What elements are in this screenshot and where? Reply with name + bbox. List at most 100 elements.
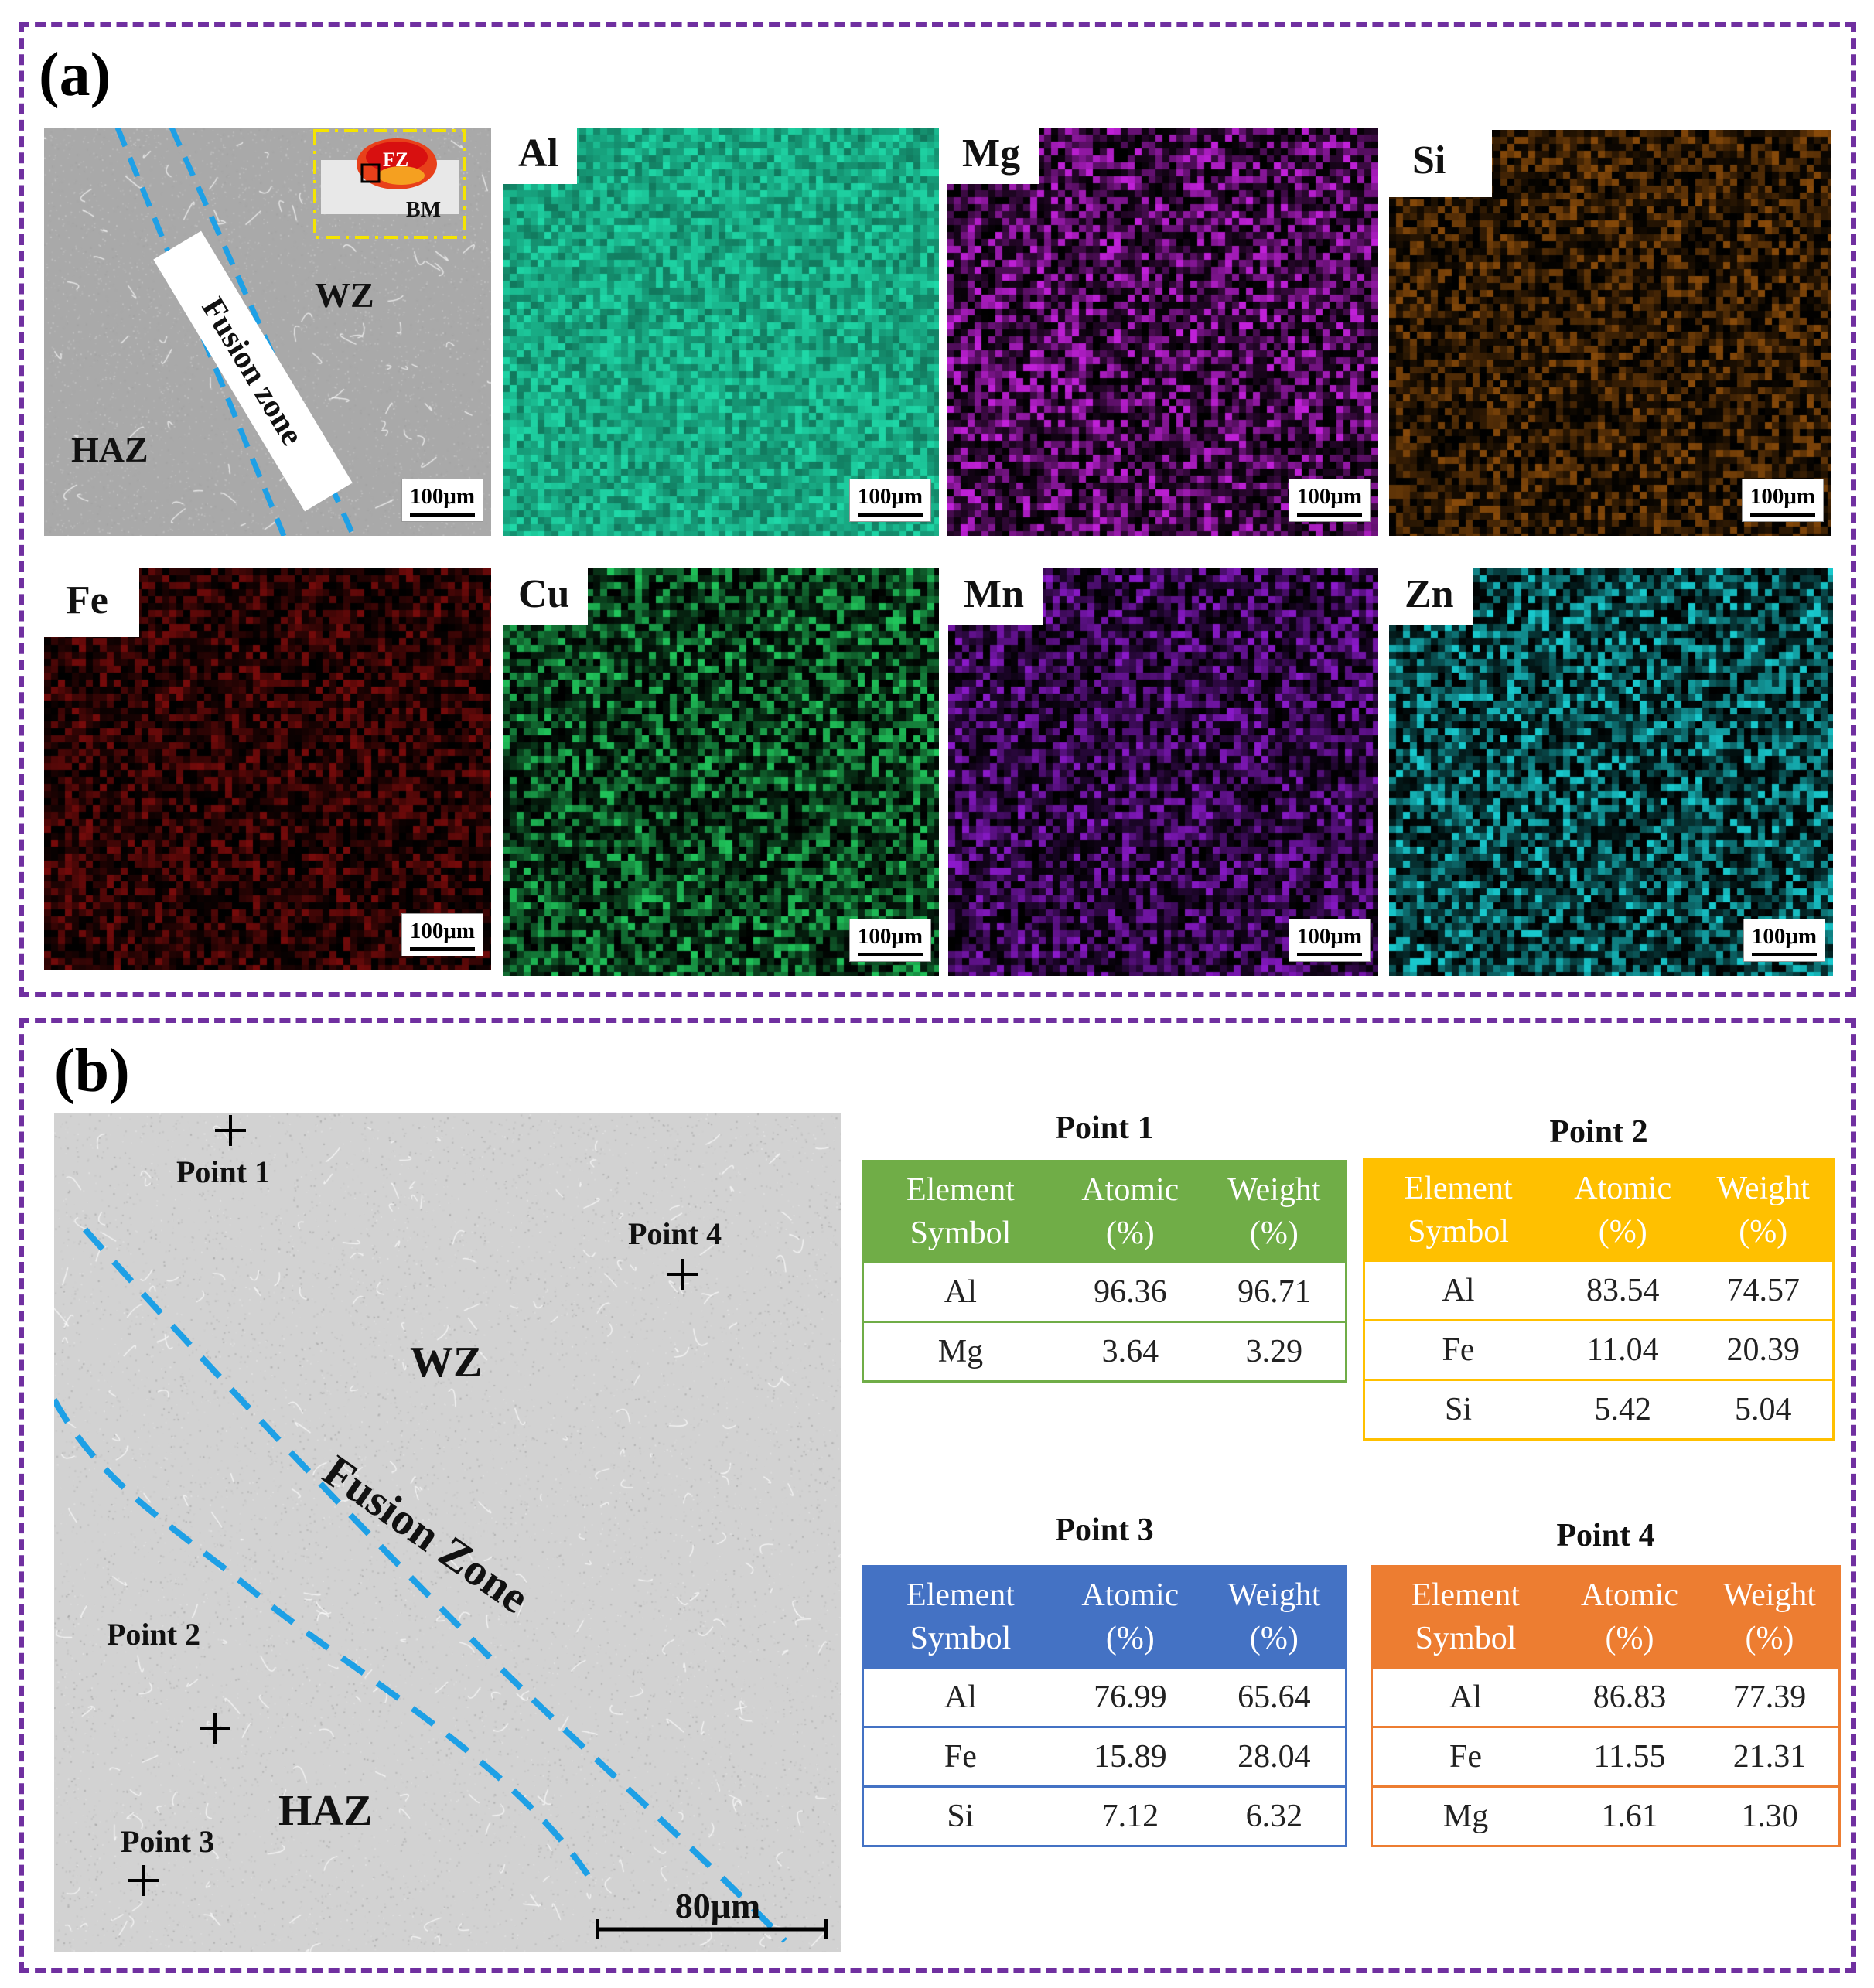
table-point-3: Element Symbol Atomic (%) Weight (%) Al 76.9… xyxy=(862,1565,1347,1847)
table-cell: 74.57 xyxy=(1726,1273,1800,1308)
table-cell: 11.04 xyxy=(1586,1332,1659,1368)
point-2-marker xyxy=(200,1713,230,1744)
fusion-zone-label-a: Fusion zone xyxy=(194,292,309,452)
map-al: Al 100μm xyxy=(503,128,939,536)
table-point-4-title: Point 4 xyxy=(1556,1518,1655,1553)
table-cell: 76.99 xyxy=(1094,1679,1167,1715)
haz-label-b: HAZ xyxy=(278,1787,373,1835)
point-4-label: Point 4 xyxy=(628,1216,722,1251)
table-cell: Al xyxy=(1442,1273,1475,1308)
table-row: Si 5.42 5.04 xyxy=(1364,1379,1834,1440)
table-row: Fe 11.55 21.31 xyxy=(1371,1727,1840,1787)
table-header-cell: Element Symbol xyxy=(862,1161,1057,1263)
scale-bar-a: 100μm xyxy=(401,479,483,522)
table-header-cell: Atomic (%) xyxy=(1056,1566,1203,1668)
panel-b-label: (b) xyxy=(54,1037,130,1105)
point-3-marker xyxy=(128,1865,159,1896)
table-row: Al 96.36 96.71 xyxy=(862,1262,1347,1322)
table-cell: 65.64 xyxy=(1237,1679,1311,1715)
sem-image-b: Fusion Zone 80μm WZ HAZ Point 1 Point 4 … xyxy=(54,1113,841,1952)
table-point-1-title: Point 1 xyxy=(1055,1110,1154,1146)
table-header-cell: Element Symbol xyxy=(862,1566,1057,1668)
table-point-2: Element Symbol Atomic (%) Weight (%) Al 83.5… xyxy=(1363,1158,1835,1441)
table-row: Mg 3.64 3.29 xyxy=(862,1321,1347,1382)
scale-bar-fe: 100μm xyxy=(401,913,483,956)
table-cell: Fe xyxy=(1449,1739,1483,1775)
scale-bar-si: 100μm xyxy=(1741,479,1824,522)
table-cell: 96.36 xyxy=(1094,1274,1167,1310)
inset-fz-label: FZ xyxy=(383,148,408,171)
wz-label-a: WZ xyxy=(315,275,374,315)
svg-text:80μm: 80μm xyxy=(675,1886,760,1925)
point-2-label: Point 2 xyxy=(107,1617,201,1652)
inset-bm-label: BM xyxy=(406,198,441,222)
map-zn: Zn 100μm xyxy=(1389,568,1833,976)
table-cell: 20.39 xyxy=(1726,1332,1800,1368)
map-si: Si 100μm xyxy=(1389,130,1831,536)
table-cell: Fe xyxy=(1442,1332,1475,1368)
scale-bar-b: 80μm xyxy=(596,1886,828,1939)
map-al-label: Al xyxy=(503,128,577,184)
table-cell: 83.54 xyxy=(1586,1273,1660,1308)
table-cell: 96.71 xyxy=(1237,1274,1311,1310)
scale-bar-mn: 100μm xyxy=(1288,919,1371,962)
table-row: Si 7.12 6.32 xyxy=(862,1786,1347,1846)
table-cell: Si xyxy=(947,1799,975,1834)
point-3-label: Point 3 xyxy=(121,1824,215,1859)
point-1-marker xyxy=(215,1115,246,1146)
point-1-label: Point 1 xyxy=(176,1154,271,1189)
table-row: Al 83.54 74.57 xyxy=(1364,1260,1834,1321)
point-4-marker xyxy=(667,1259,698,1290)
table-header-cell: Element Symbol xyxy=(1371,1566,1559,1668)
table-header-cell: Atomic (%) xyxy=(1558,1566,1701,1668)
map-cu: Cu 100μm xyxy=(503,568,939,976)
scale-bar-zn: 100μm xyxy=(1743,919,1825,962)
fusion-zone-lines-b: Fusion Zone 80μm xyxy=(54,1227,828,1943)
table-cell: Si xyxy=(1445,1392,1473,1427)
table-header-cell: Atomic (%) xyxy=(1551,1159,1695,1261)
table-point-3-title: Point 3 xyxy=(1055,1512,1154,1548)
table-cell: 5.04 xyxy=(1734,1392,1792,1427)
scale-bar-al: 100μm xyxy=(848,479,931,522)
sem-image-a: Fusion zone FZ BM WZ HAZ 100μm xyxy=(44,128,491,536)
table-header-cell: Atomic (%) xyxy=(1056,1161,1203,1263)
table-header-cell: Element Symbol xyxy=(1364,1159,1552,1261)
table-cell: Al xyxy=(944,1274,977,1310)
map-mn-label: Mn xyxy=(948,568,1043,625)
table-cell: 1.61 xyxy=(1601,1799,1658,1834)
table-cell: 7.12 xyxy=(1101,1799,1159,1834)
map-fe: Fe 100μm xyxy=(44,568,491,970)
table-row: Al 76.99 65.64 xyxy=(862,1667,1347,1727)
table-header-cell: Weight (%) xyxy=(1700,1566,1840,1668)
table-cell: Al xyxy=(1449,1679,1483,1715)
haz-label-a: HAZ xyxy=(71,430,148,469)
map-mg: Mg 100μm xyxy=(947,128,1378,536)
scale-bar-cu: 100μm xyxy=(848,919,931,962)
table-cell: 28.04 xyxy=(1237,1739,1311,1775)
table-row: Mg 1.61 1.30 xyxy=(1371,1786,1840,1846)
wz-label-b: WZ xyxy=(410,1338,483,1386)
panel-a-frame xyxy=(19,22,1856,997)
table-cell: Mg xyxy=(937,1334,984,1369)
table-cell: Al xyxy=(944,1679,977,1715)
scale-bar-mg: 100μm xyxy=(1288,479,1371,522)
map-si-label: Si xyxy=(1389,130,1493,197)
table-row: Fe 15.89 28.04 xyxy=(862,1727,1347,1787)
inset-diagram: FZ BM xyxy=(313,129,466,239)
table-row: Al 86.83 77.39 xyxy=(1371,1667,1840,1727)
table-point-4: Element Symbol Atomic (%) Weight (%) Al 86.8… xyxy=(1371,1565,1841,1847)
table-cell: 5.42 xyxy=(1594,1392,1651,1427)
panel-b-frame xyxy=(19,1018,1856,1973)
table-cell: 77.39 xyxy=(1732,1679,1807,1715)
panel-a-label: (a) xyxy=(39,41,111,109)
table-cell: 86.83 xyxy=(1592,1679,1667,1715)
table-cell: 3.29 xyxy=(1245,1334,1303,1369)
table-header-cell: Weight (%) xyxy=(1203,1161,1347,1263)
table-cell: Mg xyxy=(1442,1799,1489,1834)
table-cell: 3.64 xyxy=(1101,1334,1159,1369)
table-cell: 21.31 xyxy=(1732,1739,1807,1775)
table-point-1: Element Symbol Atomic (%) Weight (%) Al 96.3… xyxy=(862,1160,1347,1383)
table-cell: 11.55 xyxy=(1593,1739,1666,1775)
table-cell: Fe xyxy=(944,1739,977,1775)
map-fe-label: Fe xyxy=(44,568,139,637)
